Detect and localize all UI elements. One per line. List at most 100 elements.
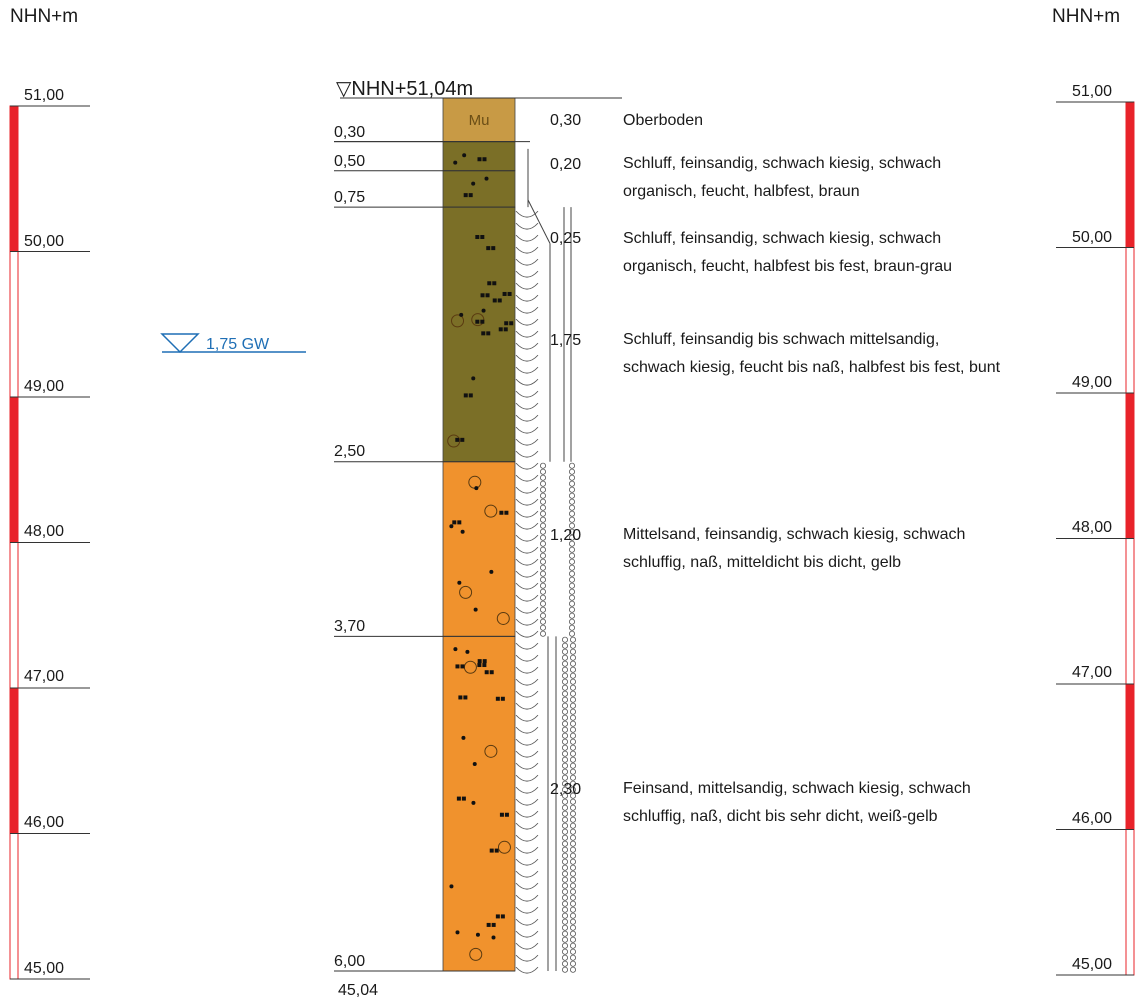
arc-mark xyxy=(515,522,539,530)
gravel-mark xyxy=(499,510,504,515)
gravel-mark xyxy=(495,914,500,919)
density-circle xyxy=(540,624,547,631)
density-circle xyxy=(562,846,569,853)
density-circle xyxy=(562,798,569,805)
density-circle xyxy=(540,474,547,481)
density-circle xyxy=(562,822,569,829)
density-circle xyxy=(540,486,547,493)
scale-right-tick: 50,00 xyxy=(1072,229,1113,246)
gravel-mark xyxy=(463,695,468,700)
density-circle xyxy=(570,750,577,757)
density-circle xyxy=(570,660,577,667)
density-circle xyxy=(540,582,547,589)
layer-thickness: 1,75 xyxy=(550,332,582,349)
gravel-mark xyxy=(504,321,509,326)
density-circle xyxy=(569,528,576,535)
sand-dot xyxy=(460,529,465,534)
sand-dot xyxy=(449,524,454,529)
gravel-mark xyxy=(482,663,487,668)
scale-segment xyxy=(9,833,19,980)
scale-left-tick: 45,00 xyxy=(24,960,65,977)
arc-mark xyxy=(515,606,539,614)
arc-mark xyxy=(515,462,539,470)
density-circle xyxy=(570,846,577,853)
density-circle xyxy=(540,564,547,571)
density-circle xyxy=(540,480,547,487)
top-elevation-label: ▽NHN+51,04m xyxy=(336,78,474,100)
organic-circle xyxy=(497,840,511,854)
sand-dot xyxy=(472,762,477,767)
gravel-mark xyxy=(503,327,508,332)
unit-label-left: NHN+m xyxy=(10,6,79,27)
density-circle xyxy=(570,738,577,745)
layer-description: Feinsand, mittelsandig, schwach kiesig, … xyxy=(623,780,971,825)
gravel-mark xyxy=(457,520,462,525)
arc-mark xyxy=(515,834,539,842)
gravel-mark xyxy=(468,193,473,198)
scale-segment xyxy=(9,105,19,252)
layer-thickness: 0,25 xyxy=(550,230,582,247)
scale-segment xyxy=(9,396,19,543)
layer-thickness: 0,20 xyxy=(550,156,582,173)
gravel-mark xyxy=(486,331,491,336)
arc-mark xyxy=(515,450,539,458)
arc-mark xyxy=(515,474,539,482)
density-circle xyxy=(570,666,577,673)
density-circle xyxy=(540,618,547,625)
gravel-mark xyxy=(477,659,482,664)
sand-dot xyxy=(481,308,486,313)
arc-mark xyxy=(515,630,539,638)
arc-mark xyxy=(515,558,539,566)
density-circle xyxy=(540,570,547,577)
depth-label: 0,30 xyxy=(334,124,366,141)
arc-mark xyxy=(515,738,539,746)
density-circle xyxy=(570,720,577,727)
density-circle xyxy=(569,594,576,601)
density-circle xyxy=(562,840,569,847)
organic-circle xyxy=(451,314,465,328)
density-circle xyxy=(570,648,577,655)
density-circle xyxy=(569,546,576,553)
arc-mark xyxy=(515,858,539,866)
scale-left-tick: 48,00 xyxy=(24,523,65,540)
density-circle xyxy=(569,492,576,499)
gravel-mark xyxy=(509,321,514,326)
depth-label: 0,50 xyxy=(334,153,366,170)
density-circle xyxy=(570,816,577,823)
layer-thickness: 0,30 xyxy=(550,112,582,129)
gravel-mark xyxy=(452,520,457,525)
organic-circle xyxy=(484,744,498,758)
scale-segment xyxy=(9,687,19,834)
density-circle xyxy=(562,960,569,967)
gravel-mark xyxy=(455,437,460,442)
sand-dot xyxy=(491,935,496,940)
gravel-mark xyxy=(480,235,485,240)
scale-segment xyxy=(9,251,19,398)
density-circle xyxy=(570,690,577,697)
density-circle xyxy=(540,630,547,637)
density-circle xyxy=(562,924,569,931)
groundwater-triangle xyxy=(160,333,200,354)
density-circle xyxy=(569,570,576,577)
density-circle xyxy=(569,468,576,475)
scale-right-tick: 51,00 xyxy=(1072,83,1113,100)
density-circle xyxy=(540,594,547,601)
organic-circle xyxy=(471,313,485,327)
density-circle xyxy=(569,618,576,625)
density-circle xyxy=(570,936,577,943)
arc-mark xyxy=(515,666,539,674)
gravel-mark xyxy=(456,796,461,801)
density-circle xyxy=(570,930,577,937)
density-circle xyxy=(570,852,577,859)
arc-mark xyxy=(515,366,539,374)
density-circle xyxy=(562,720,569,727)
gravel-mark xyxy=(485,293,490,298)
gravel-mark xyxy=(484,670,489,675)
density-circle xyxy=(570,786,577,793)
organic-circle xyxy=(469,947,483,961)
arc-mark xyxy=(515,714,539,722)
density-circle xyxy=(569,540,576,547)
arc-mark xyxy=(515,210,539,218)
density-circle xyxy=(570,894,577,901)
gravel-mark xyxy=(482,157,487,162)
